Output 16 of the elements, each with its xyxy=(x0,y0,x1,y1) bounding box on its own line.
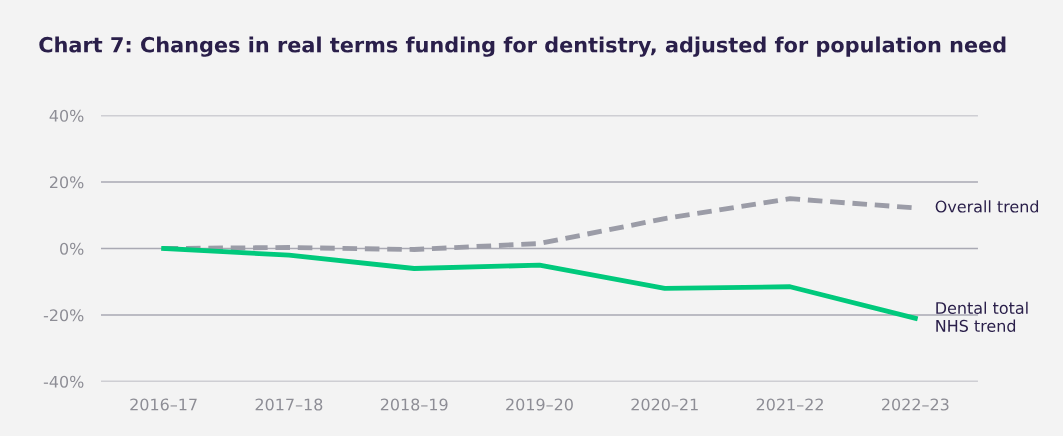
x-tick-label: 2018–19 xyxy=(380,398,448,411)
x-tick-label: 2016–17 xyxy=(130,398,197,411)
y-tick-label: 40% xyxy=(49,109,84,122)
y-tick-label: 20% xyxy=(49,176,84,189)
series-label: Dental total NHS trend xyxy=(936,301,1028,332)
y-tick-label: 0% xyxy=(60,242,84,255)
x-tick-label: 2017–18 xyxy=(255,398,323,411)
chart-title: Chart 7: Changes in real terms funding for dentistry, adjusted for population need xyxy=(39,36,1006,57)
y-tick-label: -40% xyxy=(43,375,84,388)
x-tick-label: 2022–23 xyxy=(882,398,949,411)
line-series xyxy=(161,246,918,321)
y-tick-label: -20% xyxy=(43,309,84,322)
x-tick-label: 2019–20 xyxy=(506,398,573,411)
x-tick-label: 2020–21 xyxy=(631,398,698,411)
x-tick-label: 2021–22 xyxy=(756,398,823,411)
series-label: Overall trend xyxy=(935,200,1039,213)
